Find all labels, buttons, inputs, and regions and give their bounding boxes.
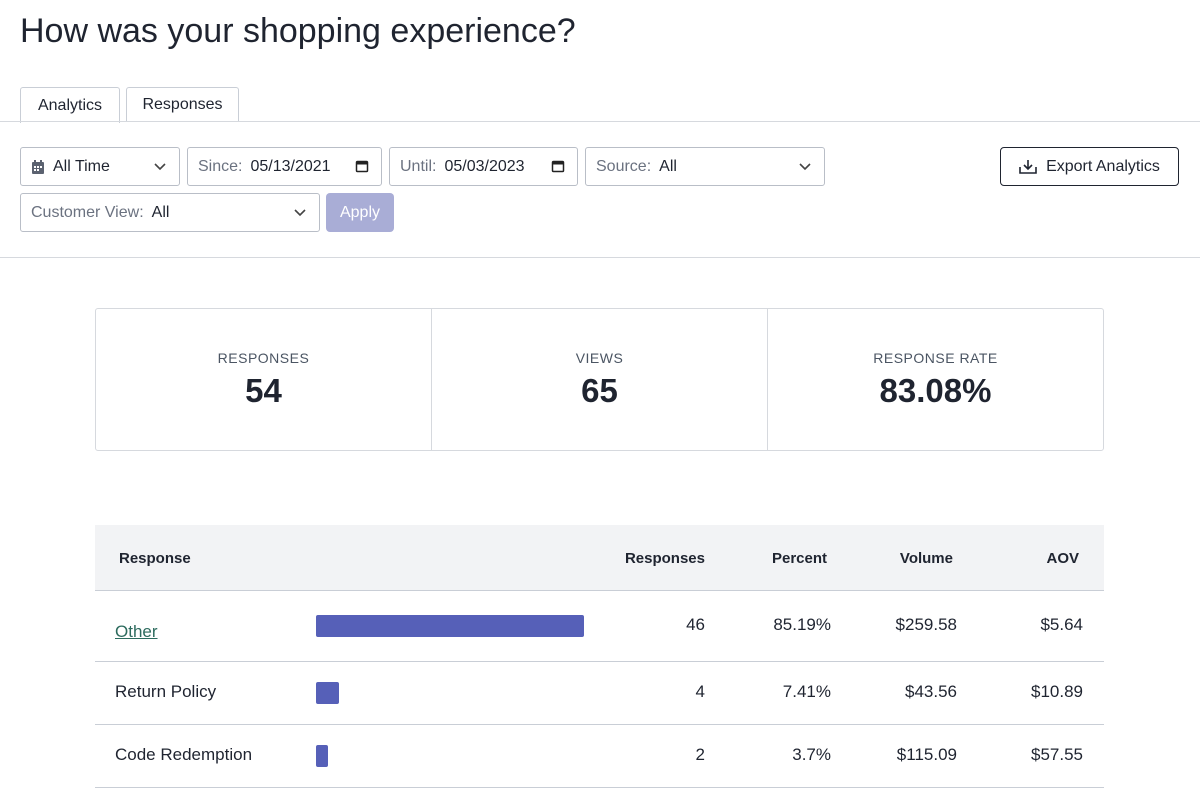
- cell-percent: 85.19%: [773, 615, 831, 634]
- column-header: Percent: [771, 550, 827, 567]
- stat-label: VIEWS: [575, 349, 624, 366]
- until-value: 05/03/2023: [444, 157, 525, 175]
- stat-value: 54: [245, 371, 282, 409]
- response-name: Return Policy: [115, 681, 217, 701]
- stat-label: RESPONSE RATE: [873, 349, 998, 366]
- cell-volume: $115.09: [896, 744, 957, 764]
- stat-card: RESPONSES 54: [96, 309, 431, 450]
- cell-aov: $57.55: [1031, 744, 1083, 764]
- cell-responses: 2: [695, 744, 705, 764]
- since-label: Since:: [198, 157, 243, 175]
- source-label: Source:: [596, 157, 652, 175]
- response-bar: [316, 681, 340, 704]
- row-divider: [95, 724, 1104, 725]
- export-button[interactable]: Export Analytics: [1000, 147, 1179, 186]
- cell-aov: $10.89: [1031, 681, 1083, 701]
- response-name: Code Redemption: [115, 744, 253, 764]
- column-header: Responses: [624, 550, 705, 567]
- since-value: 05/13/2021: [250, 157, 331, 175]
- cell-aov: $5.64: [1040, 615, 1083, 634]
- cell-volume: $259.58: [895, 615, 957, 634]
- chevron: [154, 163, 166, 171]
- response-bar: [316, 744, 328, 767]
- table-header: [95, 525, 1104, 591]
- download-icon: [1019, 159, 1037, 174]
- cell-responses: 46: [686, 615, 705, 634]
- chevron: [799, 163, 811, 171]
- chevron: [294, 209, 306, 217]
- stat-card: VIEWS 65: [431, 309, 767, 450]
- export-label: Export Analytics: [1046, 157, 1160, 175]
- response-link[interactable]: Other: [115, 622, 158, 641]
- cell-percent: 7.41%: [782, 681, 831, 701]
- column-header: Volume: [899, 550, 953, 567]
- row-divider: [95, 787, 1104, 788]
- tab-divider: [0, 121, 1200, 122]
- range-value: All Time: [53, 157, 110, 175]
- response-bar: [316, 615, 584, 637]
- page-title: How was your shopping experience?: [20, 12, 576, 50]
- stat-value: 65: [581, 371, 618, 409]
- cell-percent: 3.7%: [792, 744, 831, 764]
- tab-responses[interactable]: Responses: [126, 87, 239, 122]
- stat-value: 83.08%: [879, 371, 992, 409]
- column-header: AOV: [1046, 550, 1079, 567]
- row-divider: [95, 661, 1104, 662]
- customer-view-label: Customer View:: [31, 203, 144, 221]
- customer-view-select[interactable]: Customer View: All: [20, 193, 320, 232]
- since-input[interactable]: Since: 05/13/2021: [187, 147, 382, 186]
- stats-panel: RESPONSES 54 VIEWS 65 RESPONSE RATE 83.08%: [95, 308, 1104, 451]
- stat-label: RESPONSES: [217, 349, 310, 366]
- range-select[interactable]: All Time: [20, 147, 180, 186]
- cell-responses: 4: [695, 681, 705, 701]
- until-input[interactable]: Until: 05/03/2023: [389, 147, 578, 186]
- cell-volume: $43.56: [905, 681, 957, 701]
- date-icon: [551, 160, 565, 173]
- source-value: All: [659, 157, 677, 175]
- customer-view-value: All: [151, 203, 170, 221]
- tab-analytics[interactable]: Analytics: [20, 87, 120, 123]
- filter-divider: [0, 257, 1200, 258]
- date-icon: [355, 160, 369, 173]
- source-select[interactable]: Source: All: [585, 147, 825, 186]
- until-label: Until:: [400, 157, 437, 175]
- calendar-icon: [32, 159, 44, 174]
- column-header: Response: [119, 550, 191, 567]
- stat-card: RESPONSE RATE 83.08%: [767, 309, 1103, 450]
- apply-button[interactable]: Apply: [326, 193, 394, 232]
